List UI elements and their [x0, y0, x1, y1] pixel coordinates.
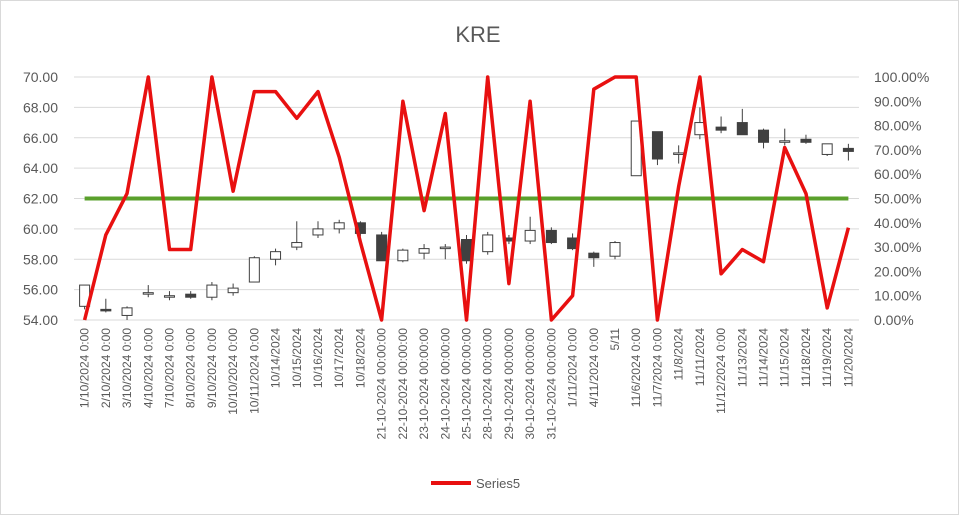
candle-body	[206, 284, 218, 298]
candle-body	[758, 129, 770, 143]
x-tick-label: 30-10-2024 00:00:00	[523, 328, 537, 440]
right-tick-label: 10.00%	[874, 288, 921, 304]
candle-body	[715, 126, 727, 131]
right-tick-label: 50.00%	[874, 191, 921, 207]
legend-label-series5: Series5	[476, 476, 520, 491]
x-tick-label: 23-10-2024 00:00:00	[417, 328, 431, 440]
x-tick-label: 4/10/2024 0:00	[141, 328, 155, 408]
left-tick-label: 62.00	[23, 191, 58, 207]
left-tick-label: 54.00	[23, 312, 58, 328]
x-tick-label: 21-10-2024 00:00:00	[375, 328, 389, 440]
right-tick-label: 90.00%	[874, 93, 921, 109]
candlesticks	[79, 107, 854, 320]
candle-body	[291, 242, 303, 248]
x-tick-label: 1/10/2024 0:00	[78, 328, 92, 408]
x-tick-label: 10/17/2024	[332, 328, 346, 388]
x-tick-label: 1/11/2024 0:00	[566, 328, 580, 408]
candle-body	[588, 252, 600, 259]
x-tick-label: 9/10/2024 0:00	[205, 328, 219, 408]
right-tick-label: 80.00%	[874, 118, 921, 134]
x-tick-label: 28-10-2024 00:00:00	[481, 328, 495, 440]
x-tick-label: 10/15/2024	[290, 328, 304, 388]
right-tick-label: 40.00%	[874, 215, 921, 231]
candle-body	[800, 138, 812, 143]
chart-title: KRE	[455, 22, 500, 47]
candle-body	[270, 251, 282, 260]
x-tick-label: 29-10-2024 00:00:00	[502, 328, 516, 440]
x-tick-label: 11/12/2024 0:00	[714, 328, 728, 414]
x-tick-label: 11/20/2024	[841, 328, 855, 387]
candle-body	[821, 143, 833, 155]
x-tick-label: 22-10-2024 00:00:00	[396, 328, 410, 440]
x-tick-label: 11/13/2024	[735, 328, 749, 387]
right-tick-label: 20.00%	[874, 263, 921, 279]
candle-body	[736, 122, 748, 136]
x-tick-label: 11/19/2024	[820, 328, 834, 387]
candle-body	[100, 308, 112, 312]
legend: Series5	[431, 476, 520, 491]
left-tick-label: 70.00	[23, 69, 58, 85]
candle-body	[609, 242, 621, 257]
right-tick-label: 100.00%	[874, 69, 929, 85]
x-tick-label: 11/6/2024 0:00	[629, 328, 643, 408]
left-tick-label: 64.00	[23, 160, 58, 176]
candle-body	[397, 249, 409, 262]
candle-body	[121, 307, 133, 316]
x-tick-label: 11/18/2024	[799, 328, 813, 387]
candle-body	[779, 140, 791, 143]
right-tick-label: 70.00%	[874, 142, 921, 158]
candle-body	[439, 246, 451, 250]
candle-body	[418, 248, 430, 254]
x-tick-label: 25-10-2024 00:00:00	[460, 328, 474, 440]
candle-body	[142, 292, 154, 295]
x-tick-label: 10/18/2024	[353, 328, 367, 388]
x-tick-label: 24-10-2024 00:00:00	[438, 328, 452, 440]
candle-body	[248, 257, 260, 283]
candle-body	[163, 295, 175, 298]
candle-body	[482, 234, 494, 253]
x-axis-ticks: 1/10/2024 0:00 2/10/2024 0:00 3/10/2024 0:…	[78, 328, 856, 440]
candle-body	[461, 239, 472, 262]
x-tick-label: 11/11/2024	[693, 328, 707, 387]
x-tick-label: 11/7/2024 0:00	[650, 328, 664, 408]
x-tick-label: 5/11	[608, 328, 622, 351]
right-tick-label: 60.00%	[874, 166, 921, 182]
candle-body	[673, 152, 685, 155]
candle-body	[333, 222, 345, 230]
candle-body	[185, 293, 197, 298]
left-tick-label: 60.00	[23, 221, 58, 237]
left-tick-label: 56.00	[23, 282, 58, 298]
x-tick-label: 11/14/2024	[757, 328, 771, 387]
series-lines	[82, 75, 851, 322]
left-tick-label: 58.00	[23, 251, 58, 267]
x-tick-label: 3/10/2024 0:00	[120, 328, 134, 408]
series-line-series5	[82, 75, 851, 322]
candle-body	[312, 228, 324, 236]
x-tick-label: 10/11/2024 0:00	[247, 328, 261, 414]
candle-body	[651, 131, 663, 160]
candle-body	[545, 229, 557, 244]
candle-body	[376, 234, 388, 262]
left-tick-label: 66.00	[23, 130, 58, 146]
x-tick-label: 11/15/2024	[778, 328, 792, 387]
candle-body	[842, 147, 854, 152]
left-tick-label: 68.00	[23, 99, 58, 115]
x-tick-label: 10/16/2024	[311, 328, 325, 388]
candle-body	[227, 287, 239, 294]
candle-body	[524, 229, 536, 242]
x-tick-label: 31-10-2024 00:00:00	[544, 328, 558, 440]
x-tick-label: 2/10/2024 0:00	[99, 328, 113, 408]
x-tick-label: 8/10/2024 0:00	[184, 328, 198, 408]
left-axis-ticks: 70.00 68.00 66.00 64.00 62.00 60.00 58.00 56.00…	[23, 69, 58, 328]
x-tick-label: 11/8/2024	[672, 328, 686, 381]
x-tick-label: 10/10/2024 0:00	[226, 328, 240, 415]
right-tick-label: 30.00%	[874, 239, 921, 255]
x-tick-label: 4/11/2024 0:00	[587, 328, 601, 408]
x-tick-label: 7/10/2024 0:00	[162, 328, 176, 408]
x-tick-label: 10/14/2024	[269, 328, 283, 388]
right-tick-label: 0.00%	[874, 312, 914, 328]
right-axis-ticks: 100.00% 90.00% 80.00% 70.00% 60.00% 50.00% 40.…	[874, 69, 929, 328]
